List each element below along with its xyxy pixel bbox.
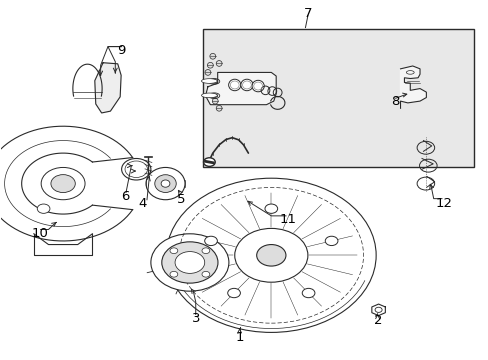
Circle shape — [170, 248, 178, 253]
Ellipse shape — [216, 60, 222, 66]
Text: 2: 2 — [374, 314, 382, 327]
Ellipse shape — [201, 93, 217, 98]
Ellipse shape — [241, 79, 252, 91]
Circle shape — [151, 234, 228, 291]
Text: 4: 4 — [138, 197, 146, 210]
Ellipse shape — [161, 180, 169, 187]
Ellipse shape — [228, 79, 241, 91]
Circle shape — [325, 236, 337, 246]
Polygon shape — [400, 66, 426, 108]
Circle shape — [41, 167, 85, 200]
Circle shape — [202, 248, 209, 253]
Polygon shape — [205, 72, 276, 105]
Circle shape — [264, 204, 277, 213]
Circle shape — [302, 288, 314, 298]
Ellipse shape — [216, 105, 222, 111]
Text: 12: 12 — [435, 197, 452, 210]
Circle shape — [166, 178, 375, 332]
Polygon shape — [95, 63, 121, 113]
Text: 5: 5 — [177, 193, 185, 206]
Circle shape — [170, 271, 178, 277]
Ellipse shape — [204, 94, 214, 97]
Text: 7: 7 — [303, 7, 311, 20]
Polygon shape — [371, 304, 385, 316]
Text: 6: 6 — [121, 190, 129, 203]
Ellipse shape — [146, 167, 184, 200]
Ellipse shape — [212, 98, 218, 104]
Text: 10: 10 — [31, 227, 48, 240]
Circle shape — [256, 244, 285, 266]
Circle shape — [234, 228, 307, 282]
Text: 1: 1 — [235, 330, 244, 343]
Ellipse shape — [204, 80, 214, 82]
Circle shape — [203, 158, 215, 166]
Ellipse shape — [209, 53, 215, 59]
Circle shape — [37, 204, 50, 213]
Text: 8: 8 — [391, 95, 399, 108]
Circle shape — [162, 242, 218, 283]
Ellipse shape — [207, 62, 213, 68]
Text: 11: 11 — [279, 213, 296, 226]
Circle shape — [51, 175, 75, 193]
Circle shape — [202, 271, 209, 277]
Ellipse shape — [251, 80, 264, 92]
Ellipse shape — [155, 175, 176, 193]
Circle shape — [374, 307, 381, 312]
Ellipse shape — [204, 69, 210, 75]
Text: 9: 9 — [117, 44, 125, 57]
Bar — [203, 30, 473, 167]
Ellipse shape — [201, 79, 217, 84]
Text: 3: 3 — [191, 311, 200, 325]
Circle shape — [227, 288, 240, 298]
Circle shape — [175, 252, 204, 273]
Circle shape — [204, 236, 217, 246]
